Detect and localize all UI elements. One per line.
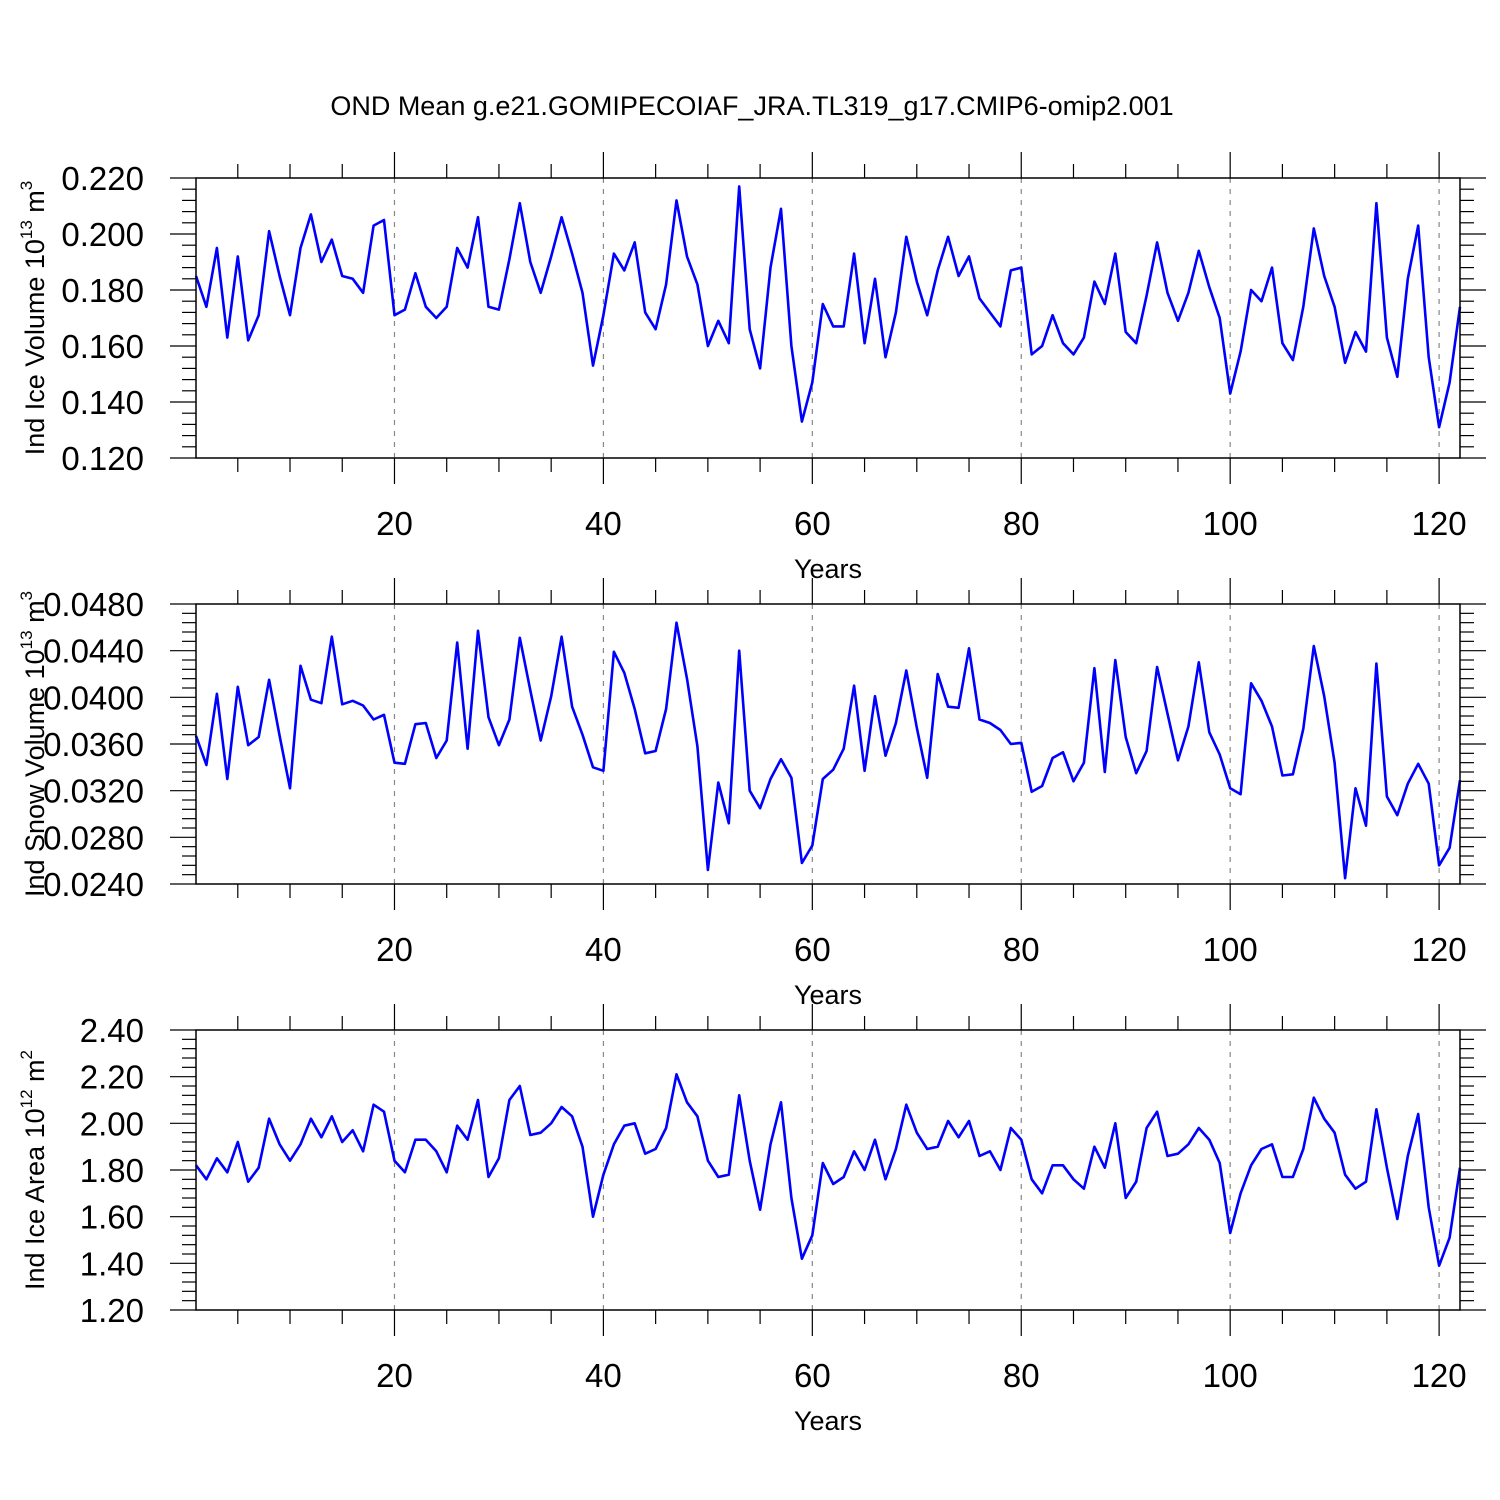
x-tick-label: 60: [794, 1357, 831, 1394]
y-tick-label: 2.00: [80, 1105, 144, 1142]
panel-1: 0.120 0.140 0.160 0.180 0.200 0.220 20 40 60 80 10…: [17, 152, 1486, 584]
y-tick-label: 2.40: [80, 1012, 144, 1049]
x-tick-label: 100: [1203, 505, 1258, 542]
x-tick-label: 20: [376, 931, 413, 968]
plot-frame: [195, 1029, 1461, 1311]
y-tick-label: 1.20: [80, 1292, 144, 1329]
x-tick-label: 120: [1412, 505, 1467, 542]
y-tick-label: 1.80: [80, 1152, 144, 1189]
x-tick-label: 100: [1203, 1357, 1258, 1394]
y-tick-label: 1.60: [80, 1199, 144, 1236]
series-line: [194, 621, 1462, 880]
y-tick-label: 0.0400: [43, 679, 144, 716]
y-tick-label: 0.0480: [43, 586, 144, 623]
panel-3: 1.20 1.40 1.60 1.80 2.00 2.20 2.40 20 40 60 80 100 1…: [17, 1004, 1486, 1436]
y-tick-label: 0.180: [61, 272, 144, 309]
x-tick-label: 80: [1003, 1357, 1040, 1394]
y-tick-label: 0.0320: [43, 773, 144, 810]
y-tick-label: 0.160: [61, 328, 144, 365]
y-tick-label: 0.200: [61, 216, 144, 253]
y-tick-label: 0.120: [61, 440, 144, 477]
y-tick-label: 0.0360: [43, 726, 144, 763]
y-tick-label: 0.220: [61, 160, 144, 197]
series-line: [194, 1073, 1462, 1267]
x-axis-label: Years: [794, 1406, 862, 1436]
plot-frame: [195, 177, 1461, 459]
x-tick-label: 80: [1003, 931, 1040, 968]
x-tick-label: 20: [376, 505, 413, 542]
plot-frame: [195, 603, 1461, 885]
y-axis-label: Ind Snow Volume 1013 m3: [17, 591, 50, 897]
x-tick-label: 20: [376, 1357, 413, 1394]
x-tick-label: 120: [1412, 931, 1467, 968]
panel-2: 0.0240 0.0280 0.0320 0.0360 0.0400 0.0440 0.04…: [17, 578, 1486, 1010]
x-tick-label: 40: [585, 1357, 622, 1394]
y-tick-label: 0.140: [61, 384, 144, 421]
x-tick-label: 40: [585, 931, 622, 968]
y-axis-label: Ind Ice Volume 1013 m3: [17, 181, 50, 456]
chart-title: OND Mean g.e21.GOMIPECOIAF_JRA.TL319_g17…: [330, 91, 1173, 121]
x-axis-label: Years: [794, 554, 862, 584]
x-tick-label: 120: [1412, 1357, 1467, 1394]
y-tick-label: 0.0280: [43, 819, 144, 856]
y-tick-label: 0.0240: [43, 866, 144, 903]
y-tick-label: 1.40: [80, 1245, 144, 1282]
x-tick-label: 60: [794, 931, 831, 968]
x-tick-label: 100: [1203, 931, 1258, 968]
series-line: [194, 185, 1462, 429]
y-tick-label: 2.20: [80, 1059, 144, 1096]
x-tick-label: 40: [585, 505, 622, 542]
x-tick-label: 60: [794, 505, 831, 542]
y-tick-label: 0.0440: [43, 633, 144, 670]
x-tick-label: 80: [1003, 505, 1040, 542]
x-axis-label: Years: [794, 980, 862, 1010]
y-axis-label: Ind Ice Area 1012 m2: [17, 1050, 50, 1290]
